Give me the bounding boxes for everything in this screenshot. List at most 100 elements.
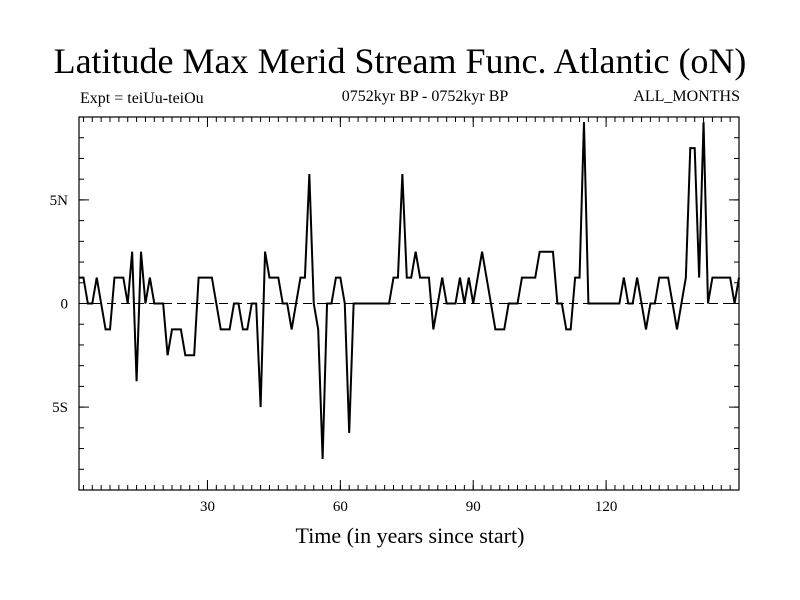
data-point (614, 303, 616, 305)
data-point (463, 303, 465, 305)
data-point (636, 277, 638, 279)
data-point (113, 277, 115, 279)
data-point (153, 303, 155, 305)
data-point (703, 121, 705, 123)
data-point (140, 251, 142, 253)
data-point (189, 354, 191, 356)
data-point (361, 303, 363, 305)
data-point (224, 328, 226, 330)
data-point (641, 303, 643, 305)
data-point (424, 277, 426, 279)
data-point (579, 277, 581, 279)
data-point (91, 303, 93, 305)
data-point (618, 303, 620, 305)
data-point (96, 277, 98, 279)
data-point (184, 354, 186, 356)
data-point (627, 303, 629, 305)
data-point (384, 303, 386, 305)
data-point (366, 303, 368, 305)
data-point (450, 303, 452, 305)
data-point (237, 303, 239, 305)
data-point (322, 458, 324, 460)
data-point (313, 303, 315, 305)
data-point (663, 277, 665, 279)
data-point (268, 277, 270, 279)
data-point (273, 277, 275, 279)
data-point (734, 303, 736, 305)
data-point (193, 354, 195, 356)
data-point (415, 251, 417, 253)
data-point (246, 328, 248, 330)
data-point (229, 328, 231, 330)
data-point (729, 277, 731, 279)
data-point (623, 277, 625, 279)
x-tick-label: 60 (333, 499, 348, 515)
x-tick-label: 30 (200, 499, 215, 515)
data-point (180, 328, 182, 330)
data-point (122, 277, 124, 279)
data-point (521, 277, 523, 279)
data-point (574, 277, 576, 279)
data-point (455, 303, 457, 305)
data-point (556, 303, 558, 305)
data-point (353, 303, 355, 305)
data-point (689, 147, 691, 149)
data-point (87, 303, 89, 305)
data-point (388, 303, 390, 305)
data-point (100, 303, 102, 305)
data-point (517, 303, 519, 305)
data-point (127, 303, 129, 305)
data-point (171, 328, 173, 330)
data-point (437, 303, 439, 305)
data-point (494, 328, 496, 330)
data-point (82, 277, 84, 279)
data-point (552, 251, 554, 253)
data-point (282, 303, 284, 305)
data-point (375, 303, 377, 305)
data-point (649, 303, 651, 305)
data-point (587, 303, 589, 305)
data-point (530, 277, 532, 279)
data-point (277, 277, 279, 279)
data-point (118, 277, 120, 279)
data-point (198, 277, 200, 279)
data-point (525, 277, 527, 279)
data-point (109, 328, 111, 330)
data-point (220, 328, 222, 330)
data-point (335, 277, 337, 279)
data-point (136, 380, 138, 382)
data-point (694, 147, 696, 149)
data-point (477, 277, 479, 279)
y-tick-label: 5S (52, 400, 68, 416)
y-tick-label: 0 (61, 297, 69, 313)
data-point (698, 277, 700, 279)
data-point (658, 277, 660, 279)
data-point (561, 303, 563, 305)
data-point (486, 277, 488, 279)
data-point (255, 303, 257, 305)
data-point (499, 328, 501, 330)
data-point (432, 328, 434, 330)
data-point (370, 303, 372, 305)
data-point (392, 277, 394, 279)
y-tick-label: 5N (50, 193, 69, 209)
data-point (570, 328, 572, 330)
data-point (707, 303, 709, 305)
series-line (79, 122, 740, 459)
data-point (446, 303, 448, 305)
experiment-label: Expt = teiUu-teiOu (80, 90, 204, 107)
data-point (348, 432, 350, 434)
data-point (428, 277, 430, 279)
data-point (508, 303, 510, 305)
data-point (211, 277, 213, 279)
data-point (406, 277, 408, 279)
data-point (512, 303, 514, 305)
data-point (667, 277, 669, 279)
data-point (632, 303, 634, 305)
months-label: ALL_MONTHS (633, 88, 740, 105)
x-axis-label: Time (in years since start) (295, 523, 525, 548)
x-tick-label: 90 (466, 499, 481, 515)
data-point (260, 406, 262, 408)
data-point (291, 328, 293, 330)
data-point (539, 251, 541, 253)
